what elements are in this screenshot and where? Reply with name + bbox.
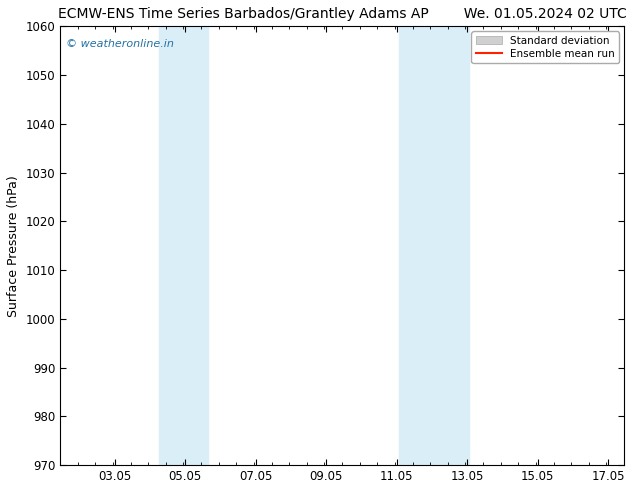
- Bar: [158, 26, 208, 465]
- Legend: Standard deviation, Ensemble mean run: Standard deviation, Ensemble mean run: [472, 31, 619, 63]
- Y-axis label: Surface Pressure (hPa): Surface Pressure (hPa): [7, 175, 20, 317]
- Bar: [399, 26, 469, 465]
- Text: © weatheronline.in: © weatheronline.in: [66, 40, 174, 49]
- Title: ECMW-ENS Time Series Barbados/Grantley Adams AP        We. 01.05.2024 02 UTC: ECMW-ENS Time Series Barbados/Grantley A…: [58, 7, 626, 21]
